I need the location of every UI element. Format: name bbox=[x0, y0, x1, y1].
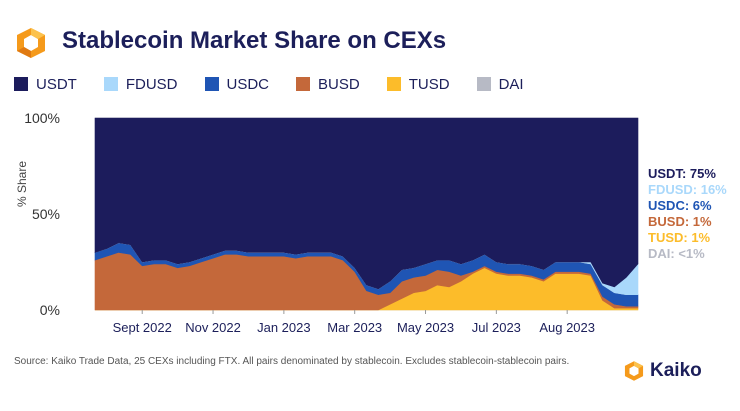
x-tick-label: Jan 2023 bbox=[257, 320, 311, 335]
end-label-fdusd: FDUSD: 16% bbox=[648, 182, 727, 197]
legend-item-dai: DAI bbox=[476, 75, 524, 93]
x-tick-label: Aug 2023 bbox=[539, 320, 595, 335]
x-tick-label: May 2023 bbox=[397, 320, 454, 335]
end-label-dai: DAI: <1% bbox=[648, 246, 705, 261]
legend-item-usdc: USDC bbox=[204, 75, 270, 93]
area-usdt bbox=[94, 117, 639, 290]
legend-label-tusd: TUSD bbox=[408, 75, 450, 93]
legend-swatch-busd bbox=[296, 77, 311, 91]
kaiko-brand-icon bbox=[624, 361, 644, 381]
legend-item-busd: BUSD bbox=[296, 76, 360, 93]
legend-label-usdt: USDT bbox=[36, 75, 77, 93]
legend: USDT FDUSD USDC BUSD TUSD DAI bbox=[14, 74, 551, 94]
kaiko-logo-icon bbox=[17, 28, 45, 58]
end-label-busd: BUSD: 1% bbox=[648, 214, 712, 229]
end-label-usdt: USDT: 75% bbox=[648, 166, 716, 181]
x-tick-label: Sept 2022 bbox=[113, 320, 172, 335]
end-label-tusd: TUSD: 1% bbox=[648, 230, 711, 245]
y-tick-label: 50% bbox=[32, 206, 60, 222]
y-tick-label: 100% bbox=[24, 110, 60, 126]
source-note: Source: Kaiko Trade Data, 25 CEXs includ… bbox=[14, 356, 570, 367]
legend-label-usdc: USDC bbox=[226, 75, 270, 93]
x-tick-label: Jul 2023 bbox=[472, 320, 521, 335]
legend-swatch-tusd bbox=[386, 77, 401, 91]
brand-name: Kaiko bbox=[650, 360, 702, 381]
legend-item-fdusd: FDUSD bbox=[103, 75, 178, 93]
stacked-area-chart: 0% 50% 100% Sept 2022 Nov 2022 Jan 2023 Mar 20… bbox=[24, 110, 639, 335]
y-tick-label: 0% bbox=[40, 302, 60, 318]
chart-title: Stablecoin Market Share on CEXs bbox=[62, 27, 447, 54]
legend-label-fdusd: FDUSD bbox=[125, 75, 178, 93]
legend-item-usdt: USDT bbox=[14, 76, 77, 93]
end-label-usdc: USDC: 6% bbox=[648, 198, 712, 213]
x-tick-label: Mar 2023 bbox=[327, 320, 382, 335]
legend-item-tusd: TUSD bbox=[386, 75, 450, 93]
legend-label-busd: BUSD bbox=[318, 75, 360, 93]
legend-swatch-usdc bbox=[204, 77, 219, 91]
x-tick-label: Nov 2022 bbox=[185, 320, 241, 335]
legend-label-dai: DAI bbox=[498, 75, 524, 93]
legend-swatch-dai bbox=[476, 77, 491, 91]
legend-swatch-usdt bbox=[14, 77, 28, 91]
legend-swatch-fdusd bbox=[103, 77, 118, 91]
